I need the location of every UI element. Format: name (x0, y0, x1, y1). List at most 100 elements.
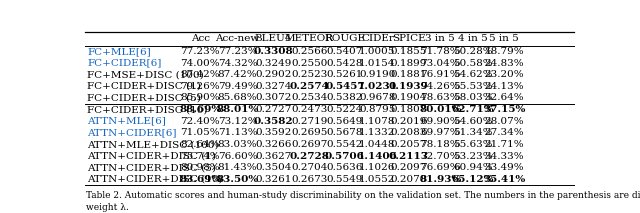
Text: 53.23%: 53.23% (452, 152, 492, 161)
Text: 24.83%: 24.83% (484, 59, 524, 68)
Text: 0.3582: 0.3582 (253, 117, 293, 126)
Text: 1.0448: 1.0448 (359, 140, 396, 149)
Text: 71.05%: 71.05% (180, 128, 220, 137)
Text: FC+MLE[6]: FC+MLE[6] (88, 47, 151, 56)
Text: ATTN+CIDER+DISC (10): ATTN+CIDER+DISC (10) (88, 175, 223, 184)
Text: 88.01%: 88.01% (216, 105, 259, 114)
Text: 0.9678: 0.9678 (359, 94, 396, 102)
Text: 0.2550: 0.2550 (291, 59, 328, 68)
Text: 0.1904: 0.1904 (390, 94, 427, 102)
Text: 0.1899: 0.1899 (390, 59, 427, 68)
Text: 37.15%: 37.15% (483, 105, 525, 114)
Text: 74.32%: 74.32% (218, 59, 257, 68)
Text: 0.2673: 0.2673 (291, 175, 328, 184)
Text: CIDEr: CIDEr (361, 34, 394, 43)
Text: Acc-new: Acc-new (215, 34, 260, 43)
Text: 65.12%: 65.12% (451, 175, 494, 184)
Text: 87.42%: 87.42% (180, 70, 220, 79)
Text: 0.2097: 0.2097 (390, 163, 427, 172)
Text: 0.1881: 0.1881 (390, 70, 427, 79)
Text: 0.2719: 0.2719 (291, 117, 328, 126)
Text: 0.2704: 0.2704 (291, 163, 328, 172)
Text: 76.91%: 76.91% (420, 70, 460, 79)
Text: 0.1939: 0.1939 (388, 82, 428, 91)
Text: FC+CIDER[6]: FC+CIDER[6] (88, 59, 162, 68)
Text: 33.49%: 33.49% (484, 163, 524, 172)
Text: 74.26%: 74.26% (420, 82, 460, 91)
Text: 32.64%: 32.64% (484, 94, 524, 102)
Text: 0.5636: 0.5636 (326, 163, 363, 172)
Text: 1.0231: 1.0231 (357, 82, 397, 91)
Text: 23.20%: 23.20% (484, 70, 524, 79)
Text: 21.71%: 21.71% (484, 140, 524, 149)
Text: 0.3249: 0.3249 (255, 59, 292, 68)
Text: 0.3308: 0.3308 (253, 47, 293, 56)
Text: 58.03%: 58.03% (452, 94, 492, 102)
Text: 80.98%: 80.98% (180, 163, 220, 172)
Text: 77.23%: 77.23% (218, 47, 257, 56)
Text: 27.34%: 27.34% (484, 128, 524, 137)
Text: 1.1078: 1.1078 (359, 117, 396, 126)
Text: 54.60%: 54.60% (452, 117, 492, 126)
Text: 54.62%: 54.62% (452, 70, 492, 79)
Text: 0.3504: 0.3504 (255, 163, 292, 172)
Text: 0.3266: 0.3266 (255, 140, 292, 149)
Text: 73.12%: 73.12% (218, 117, 257, 126)
Text: 85.90%: 85.90% (180, 94, 220, 102)
Text: 83.03%: 83.03% (218, 140, 257, 149)
Text: 0.3261: 0.3261 (255, 175, 292, 184)
Text: 55.63%: 55.63% (452, 140, 492, 149)
Text: 69.90%: 69.90% (420, 117, 460, 126)
Text: 1.0552: 1.0552 (359, 175, 396, 184)
Text: 0.2057: 0.2057 (390, 140, 427, 149)
Text: 0.2566: 0.2566 (291, 47, 328, 56)
Text: 0.3592: 0.3592 (255, 128, 292, 137)
Text: 0.3627: 0.3627 (255, 152, 292, 161)
Text: 4 in 5: 4 in 5 (458, 34, 488, 43)
Text: 82.64%: 82.64% (180, 140, 220, 149)
Text: 79.49%: 79.49% (218, 82, 257, 91)
Text: 60.94%: 60.94% (452, 163, 492, 172)
Text: 24.13%: 24.13% (484, 82, 524, 91)
Text: 18.79%: 18.79% (484, 47, 524, 56)
Text: 72.70%: 72.70% (420, 152, 460, 161)
Text: ROUGE: ROUGE (324, 34, 365, 43)
Text: FC+CIDER+DISC (10): FC+CIDER+DISC (10) (88, 105, 208, 114)
Text: 81.93%: 81.93% (419, 175, 461, 184)
Text: 0.2574: 0.2574 (289, 82, 329, 91)
Text: 55.53%: 55.53% (452, 82, 492, 91)
Text: 3 in 5: 3 in 5 (426, 34, 455, 43)
Text: 81.43%: 81.43% (218, 163, 257, 172)
Text: 50.28%: 50.28% (452, 47, 492, 56)
Text: 0.5649: 0.5649 (326, 117, 363, 126)
Text: 71.78%: 71.78% (420, 47, 460, 56)
Text: 72.40%: 72.40% (180, 117, 220, 126)
Text: 78.63%: 78.63% (420, 94, 460, 102)
Text: 51.34%: 51.34% (452, 128, 492, 137)
Text: 80.01%: 80.01% (419, 105, 461, 114)
Text: 76.69%: 76.69% (420, 163, 460, 172)
Text: 0.5549: 0.5549 (326, 175, 363, 184)
Text: 83.69%: 83.69% (179, 175, 221, 184)
Text: 74.00%: 74.00% (180, 59, 220, 68)
Text: 5 in 5: 5 in 5 (490, 34, 519, 43)
Text: 0.2523: 0.2523 (291, 70, 328, 79)
Text: 0.2070: 0.2070 (390, 175, 427, 184)
Text: FC+MSE+DISC (100): FC+MSE+DISC (100) (88, 70, 204, 79)
Text: 0.1855: 0.1855 (390, 47, 427, 56)
Text: FC+CIDER+DISC (1): FC+CIDER+DISC (1) (88, 82, 202, 91)
Text: 0.2697: 0.2697 (291, 140, 328, 149)
Text: BLEU4: BLEU4 (255, 34, 292, 43)
Text: 62.71%: 62.71% (451, 105, 494, 114)
Text: FC+CIDER+DISC (5): FC+CIDER+DISC (5) (88, 94, 202, 102)
Text: 0.5457: 0.5457 (325, 82, 365, 91)
Text: 1.0154: 1.0154 (359, 59, 396, 68)
Text: 85.68%: 85.68% (218, 94, 257, 102)
Text: 0.2473: 0.2473 (291, 105, 328, 114)
Text: ATTN+MLE[6]: ATTN+MLE[6] (88, 117, 166, 126)
Text: 1.1332: 1.1332 (359, 128, 396, 137)
Text: 0.2902: 0.2902 (255, 70, 292, 79)
Text: 0.2695: 0.2695 (291, 128, 328, 137)
Text: 73.04%: 73.04% (420, 59, 460, 68)
Text: 0.9190: 0.9190 (359, 70, 396, 79)
